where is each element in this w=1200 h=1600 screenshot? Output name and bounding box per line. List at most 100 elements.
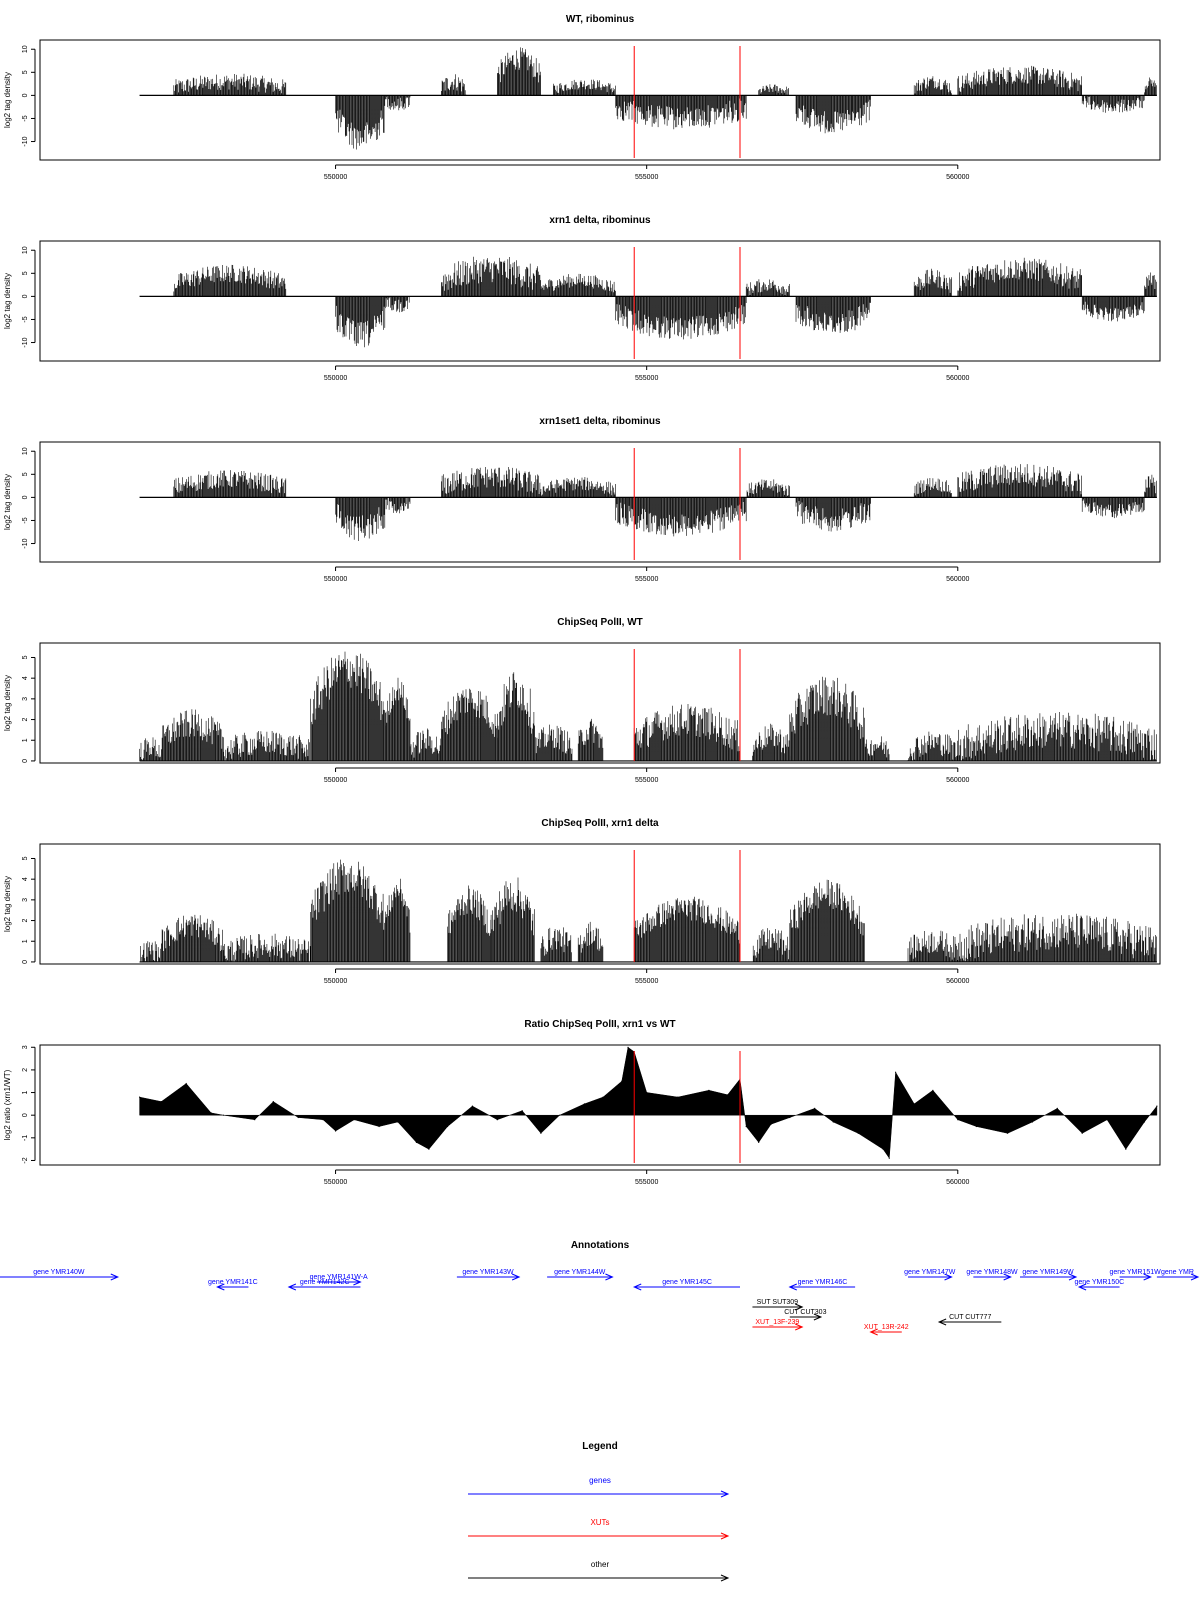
- ratio-point: [895, 1071, 897, 1073]
- legend-label: XUTs: [590, 1518, 609, 1527]
- feature-label: gene YMR150C: [1074, 1279, 1124, 1286]
- ratio-point: [602, 1096, 604, 1098]
- y-axis-label: log2 tag density: [3, 474, 12, 530]
- signal-segment-13: [907, 930, 958, 962]
- signal-segment-2: [335, 497, 386, 541]
- arrow-head: [720, 1532, 730, 1540]
- ratio-point: [521, 1110, 523, 1112]
- signal-segment-5: [540, 477, 616, 498]
- signal-segment-7: [615, 95, 747, 130]
- ratio-point: [297, 1116, 299, 1119]
- feature-label: gene YMR144W: [554, 1269, 606, 1276]
- y-tick-label: 5: [22, 70, 29, 74]
- signal-segment-1: [173, 470, 287, 498]
- panel-title: WT, ribominus: [566, 14, 635, 25]
- signal-segment-9: [577, 921, 604, 962]
- ratio-point: [975, 1125, 978, 1128]
- ratio-point: [1007, 1132, 1009, 1134]
- ratio-point: [677, 1096, 679, 1098]
- signal-segment-10: [913, 76, 952, 96]
- y-tick-label: 0: [22, 759, 29, 763]
- signal-segment-9: [913, 268, 952, 297]
- x-tick-label: 560000: [946, 978, 969, 985]
- ratio-point: [415, 1141, 417, 1143]
- x-tick-label: 550000: [324, 576, 347, 583]
- x-tick-label: 550000: [324, 375, 347, 382]
- signal-segment-3: [223, 731, 310, 761]
- arrow-head: [1143, 1273, 1152, 1281]
- y-tick-label: 0: [22, 495, 29, 499]
- signal-segment-2: [161, 709, 224, 761]
- y-tick-label: 4: [22, 877, 29, 881]
- y-tick-label: 3: [22, 697, 29, 701]
- ratio-point: [272, 1101, 274, 1103]
- signal-segment-9: [913, 478, 952, 498]
- y-tick-label: 5: [22, 655, 29, 659]
- ratio-point: [1143, 1121, 1145, 1123]
- x-tick-label: 550000: [324, 777, 347, 784]
- x-tick-label: 555000: [635, 1179, 658, 1186]
- arrow-head: [1077, 1283, 1087, 1291]
- y-tick-label: 10: [22, 447, 29, 455]
- signal-segment-1: [173, 264, 287, 297]
- arrow-head: [632, 1283, 642, 1291]
- signal-segment-15: [907, 731, 958, 761]
- x-tick-label: 550000: [324, 978, 347, 985]
- ratio-point: [322, 1119, 324, 1121]
- arrow-head: [788, 1283, 797, 1291]
- x-tick-label: 555000: [635, 375, 658, 382]
- signal-segment-2: [335, 95, 386, 150]
- x-tick-label: 555000: [635, 576, 658, 583]
- y-tick-label: 1: [22, 1091, 29, 1095]
- feature-label: gene YMR143W: [462, 1269, 514, 1276]
- signal-segment-8: [795, 497, 871, 532]
- signal-segment-10: [633, 896, 740, 962]
- ratio-area: [139, 1046, 1158, 1159]
- arrow-head: [287, 1283, 297, 1291]
- y-tick-label: -10: [22, 538, 29, 548]
- ratio-point: [1156, 1105, 1158, 1107]
- feature-label: gene YMR146C: [798, 1279, 848, 1286]
- signal-segment-4: [441, 256, 541, 297]
- ratio-point: [957, 1119, 959, 1121]
- signal-segment-3: [385, 95, 411, 111]
- panel-3: xrn1set1 delta, ribominus -10 -5 0 5 10 log2 t…: [3, 416, 1161, 583]
- y-tick-label: 1: [22, 939, 29, 943]
- y-tick-label: -5: [22, 316, 29, 322]
- arrow-head: [937, 1318, 947, 1326]
- plot-frame: [39, 39, 1161, 161]
- panel-5: ChipSeq PolII, xrn1 delta 0 1 2 3 4 5 log2 tag …: [3, 818, 1161, 985]
- feature-label: XUT_13F-239: [755, 1319, 799, 1326]
- signal-segment-6: [447, 885, 492, 962]
- signal-segment-3: [385, 296, 411, 313]
- signal-segment-8: [497, 672, 535, 761]
- arrow-head: [720, 1574, 730, 1582]
- feature-label: gene YMR141W-A: [310, 1274, 368, 1281]
- panel-2: xrn1 delta, ribominus -10 -5 0 5 10 log2 tag d…: [3, 215, 1161, 382]
- ratio-point: [814, 1107, 816, 1109]
- ratio-point: [353, 1119, 355, 1121]
- arrow-head: [605, 1273, 614, 1281]
- arrow-head: [813, 1313, 823, 1321]
- y-tick-label: 5: [22, 271, 29, 275]
- y-tick-label: 2: [22, 1068, 29, 1072]
- annotations-title: Annotations: [571, 1240, 630, 1251]
- signal-segment-1: [140, 941, 161, 962]
- signal-segment-5: [385, 878, 411, 962]
- x-tick-label: 550000: [324, 1179, 347, 1186]
- signal-segment-12: [1144, 272, 1157, 297]
- y-tick-label: 3: [22, 898, 29, 902]
- arrow-head: [720, 1490, 730, 1498]
- ratio-point: [496, 1119, 498, 1121]
- y-axis-label: log2 ratio (xrn1/WT): [3, 1069, 12, 1140]
- feature-label: gene YMR149W: [1022, 1269, 1074, 1276]
- signal-segment-6: [409, 728, 442, 761]
- y-axis-label: log2 tag density: [3, 675, 12, 731]
- signal-segment-2: [335, 296, 386, 348]
- feature-label: gene YMR147W: [904, 1269, 956, 1276]
- feature-label: gene YMR145C: [662, 1279, 712, 1286]
- x-tick-label: 555000: [635, 174, 658, 181]
- y-tick-label: -2: [22, 1157, 29, 1163]
- signal-segment-13: [1144, 77, 1157, 96]
